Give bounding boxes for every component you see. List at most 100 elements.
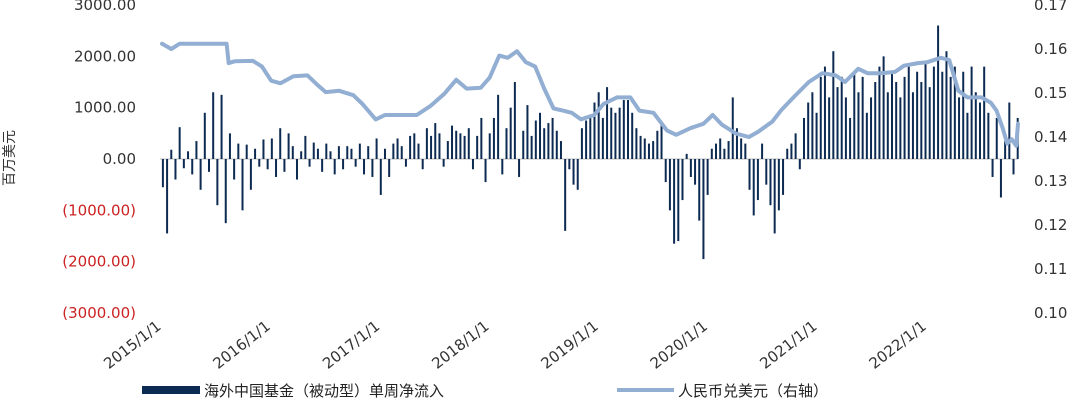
flow-bar: [555, 130, 558, 159]
flow-bar: [161, 159, 164, 188]
flow-bar: [216, 159, 219, 206]
flow-bar: [924, 61, 927, 159]
flow-bar: [937, 25, 940, 160]
flow-bar: [932, 66, 935, 159]
flow-bar: [999, 159, 1002, 198]
flow-bar: [870, 97, 873, 159]
flow-bar: [828, 97, 831, 159]
flow-bar: [953, 66, 956, 159]
flow-bar: [249, 159, 252, 190]
flow-bar: [275, 159, 278, 177]
flow-bar: [844, 97, 847, 159]
flow-bar: [819, 76, 822, 159]
flow-bar: [874, 82, 877, 159]
right-y-tick-label: 0.13: [1034, 172, 1067, 190]
flow-bar: [991, 159, 994, 177]
flow-bar: [970, 66, 973, 159]
flow-bar: [987, 112, 990, 159]
flow-bar: [978, 102, 981, 159]
flow-bar: [421, 159, 424, 170]
flow-bar: [1008, 102, 1011, 159]
flow-bar: [966, 112, 969, 159]
flow-bar: [300, 151, 303, 159]
flow-bar: [166, 159, 169, 234]
flow-bar: [719, 138, 722, 159]
flow-bar: [652, 141, 655, 159]
flow-bar: [505, 128, 508, 159]
flow-bar: [995, 117, 998, 159]
right-y-tick-label: 0.12: [1034, 216, 1067, 234]
flow-bar: [434, 123, 437, 159]
flow-bar: [601, 117, 604, 159]
flow-bar: [463, 135, 466, 159]
flow-bar: [580, 128, 583, 159]
flow-bar: [618, 107, 621, 159]
flow-bar: [668, 159, 671, 211]
flow-bar: [564, 159, 567, 231]
legend-bar-label: 海外中国基金（被动型）单周净流入: [204, 382, 444, 400]
left-y-tick-label: (2000.00): [62, 253, 136, 271]
flow-bar: [543, 128, 546, 159]
x-tick-label: 2020/1/1: [647, 317, 711, 373]
flow-bar: [430, 135, 433, 159]
flow-bar: [409, 135, 412, 159]
left-y-tick-label: (3000.00): [62, 304, 136, 322]
flow-bar: [777, 159, 780, 211]
flow-bar: [727, 141, 730, 159]
flow-bar: [304, 135, 307, 159]
flow-bar: [643, 138, 646, 159]
flow-bar: [677, 159, 680, 242]
x-tick-label: 2017/1/1: [319, 317, 383, 373]
flow-bar: [199, 159, 202, 190]
flow-bar: [903, 76, 906, 159]
flow-bar: [865, 112, 868, 159]
flow-bar: [823, 66, 826, 159]
flow-bar: [513, 82, 516, 159]
flow-bar: [769, 159, 772, 206]
flow-bar: [547, 123, 550, 159]
flow-bar: [576, 159, 579, 190]
flow-bar: [337, 146, 340, 159]
left-y-tick-label: 2000.00: [74, 47, 136, 65]
flow-bar: [916, 71, 919, 159]
flow-bar: [438, 133, 441, 159]
flow-bar: [279, 128, 282, 159]
flow-bar: [664, 159, 667, 183]
y-axis-label: 百万美元: [2, 130, 18, 186]
flow-bar: [622, 99, 625, 159]
flow-bar: [270, 138, 273, 159]
flow-bar: [857, 92, 860, 159]
flow-bar: [170, 149, 173, 159]
rmb-usd-line: [160, 41, 1020, 148]
flow-bar: [224, 159, 227, 224]
flow-bar: [635, 128, 638, 159]
flow-bar: [459, 133, 462, 159]
flow-bar: [383, 148, 386, 159]
flow-bar: [878, 66, 881, 159]
flow-bar: [187, 151, 190, 159]
flow-bar: [983, 66, 986, 159]
flow-bar: [681, 159, 684, 201]
flow-bar: [371, 159, 374, 177]
flow-bar: [660, 123, 663, 159]
flow-bar: [228, 133, 231, 159]
flow-bar: [283, 159, 286, 172]
flow-bar: [890, 71, 893, 159]
flow-bar: [174, 159, 177, 180]
flow-bar: [928, 87, 931, 159]
flow-bar: [765, 159, 768, 185]
flow-bar: [559, 141, 562, 159]
flow-bar: [400, 146, 403, 159]
flow-bar: [501, 159, 504, 175]
flow-bar: [882, 56, 885, 160]
flow-bar: [350, 148, 353, 159]
flow-bar: [220, 94, 223, 159]
flow-bar: [358, 143, 361, 159]
flow-bar: [451, 125, 454, 159]
x-tick-label: 2015/1/1: [100, 317, 164, 373]
flow-bar: [803, 117, 805, 159]
flow-bar: [899, 97, 902, 159]
flow-bar: [631, 112, 634, 159]
flow-bar: [476, 135, 479, 159]
